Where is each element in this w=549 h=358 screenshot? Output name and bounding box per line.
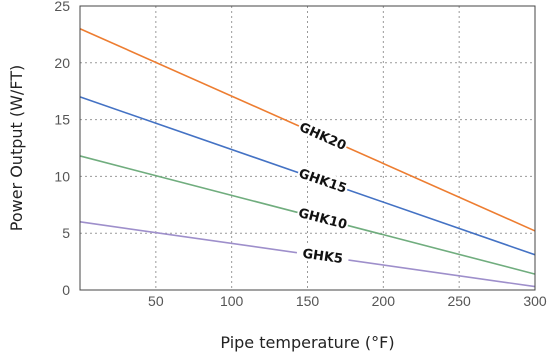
y-axis-label: Power Output (W/FT)	[7, 65, 26, 232]
x-tick-label: 200	[372, 293, 396, 309]
series-label-ghk20: GHK20	[297, 120, 349, 154]
series-label-bg	[296, 164, 351, 196]
series-label-ghk5: GHK5	[301, 247, 343, 268]
y-tick-label: 0	[62, 282, 70, 298]
y-tick-label: 20	[54, 55, 70, 71]
series-label-bg	[296, 117, 351, 153]
series-label-bg	[296, 243, 350, 266]
plot-frame	[79, 5, 536, 291]
y-tick-label: 15	[54, 112, 70, 128]
y-tick-label: 5	[62, 225, 70, 241]
x-axis-ticks: 50 100 150 200 250 300	[148, 293, 547, 309]
x-tick-label: 100	[220, 293, 244, 309]
x-tick-label: 250	[447, 293, 471, 309]
y-tick-label: 10	[54, 168, 70, 184]
series-label-ghk15: GHK15	[297, 166, 349, 196]
x-axis-label: Pipe temperature (°F)	[220, 333, 394, 352]
series-label-bg	[295, 203, 351, 232]
y-axis-ticks: 0 5 10 15 20 25	[54, 0, 70, 298]
y-tick-label: 25	[54, 0, 70, 14]
x-tick-label: 150	[296, 293, 320, 309]
x-tick-label: 50	[148, 293, 164, 309]
x-tick-label: 300	[523, 293, 547, 309]
